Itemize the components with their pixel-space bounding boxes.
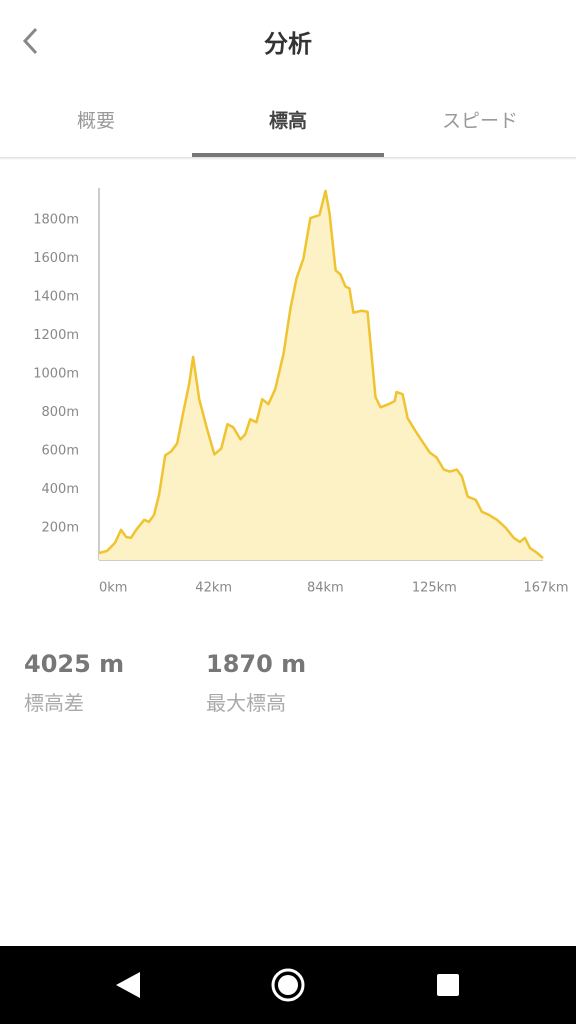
tab[interactable]: 概要 (76, 110, 115, 132)
tab-indicator (192, 153, 384, 157)
elevation-chart: 200m 400m 600m 800m 1000m 1200m 1400m 1600m 1800… (33, 188, 569, 596)
back-button[interactable] (18, 26, 42, 56)
y-tick-label: 1400m (33, 290, 79, 305)
x-tick-label: 42km (195, 581, 232, 596)
stat-label: 最大標高 (206, 691, 286, 715)
stat-value: 1870 m (206, 650, 307, 678)
page-title: 分析 (264, 30, 312, 58)
area (99, 190, 543, 561)
y-tick-label: 1600m (33, 251, 79, 266)
stat-label: 標高差 (24, 691, 84, 715)
x-tick-label: 84km (307, 581, 344, 596)
nav-recent[interactable] (437, 974, 459, 996)
y-tick-label: 200m (42, 520, 79, 535)
line (98, 189, 544, 560)
y-tick-label: 600m (42, 443, 79, 458)
nav-home[interactable] (271, 968, 305, 1002)
y-tick-label: 800m (42, 405, 79, 420)
tab[interactable]: 標高 (268, 110, 307, 132)
x-tick-label: 0km (99, 581, 127, 596)
x-tick-label: 167km (523, 581, 568, 596)
stat-value: 4025 m (24, 650, 125, 678)
nav-bar (0, 946, 576, 1024)
divider (0, 157, 576, 160)
tab[interactable]: スピード (441, 110, 518, 132)
nav-icons (116, 968, 459, 1002)
y-tick-label: 400m (42, 482, 79, 497)
x-tick-label: 125km (412, 581, 457, 596)
y-tick-label: 1800m (33, 213, 79, 228)
y-tick-label: 1000m (33, 367, 79, 382)
y-tick-label: 1200m (33, 328, 79, 343)
nav-back[interactable] (116, 972, 140, 998)
nav-home-dot (278, 975, 298, 995)
